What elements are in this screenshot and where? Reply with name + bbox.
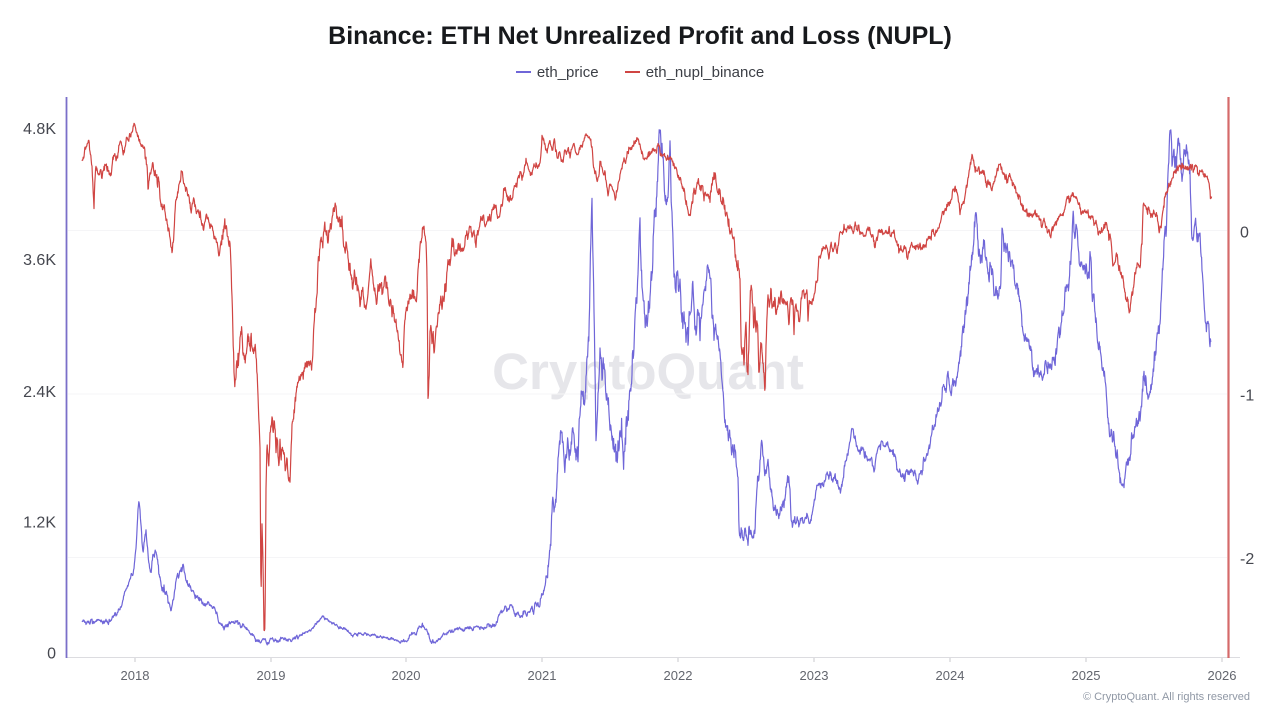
svg-text:2.4K: 2.4K — [23, 384, 56, 401]
svg-text:2018: 2018 — [121, 668, 150, 683]
svg-text:0: 0 — [47, 646, 56, 663]
svg-text:2022: 2022 — [664, 668, 693, 683]
svg-text:2025: 2025 — [1072, 668, 1101, 683]
svg-text:-1: -1 — [1240, 388, 1254, 405]
svg-text:-2: -2 — [1240, 551, 1254, 568]
svg-text:0: 0 — [1240, 225, 1249, 242]
svg-text:2026: 2026 — [1208, 668, 1237, 683]
svg-text:2019: 2019 — [257, 668, 286, 683]
svg-text:2023: 2023 — [800, 668, 829, 683]
svg-text:3.6K: 3.6K — [23, 252, 56, 269]
svg-text:2021: 2021 — [528, 668, 557, 683]
svg-text:1.2K: 1.2K — [23, 515, 56, 532]
svg-text:2024: 2024 — [936, 668, 965, 683]
svg-text:4.8K: 4.8K — [23, 121, 56, 138]
svg-text:2020: 2020 — [392, 668, 421, 683]
